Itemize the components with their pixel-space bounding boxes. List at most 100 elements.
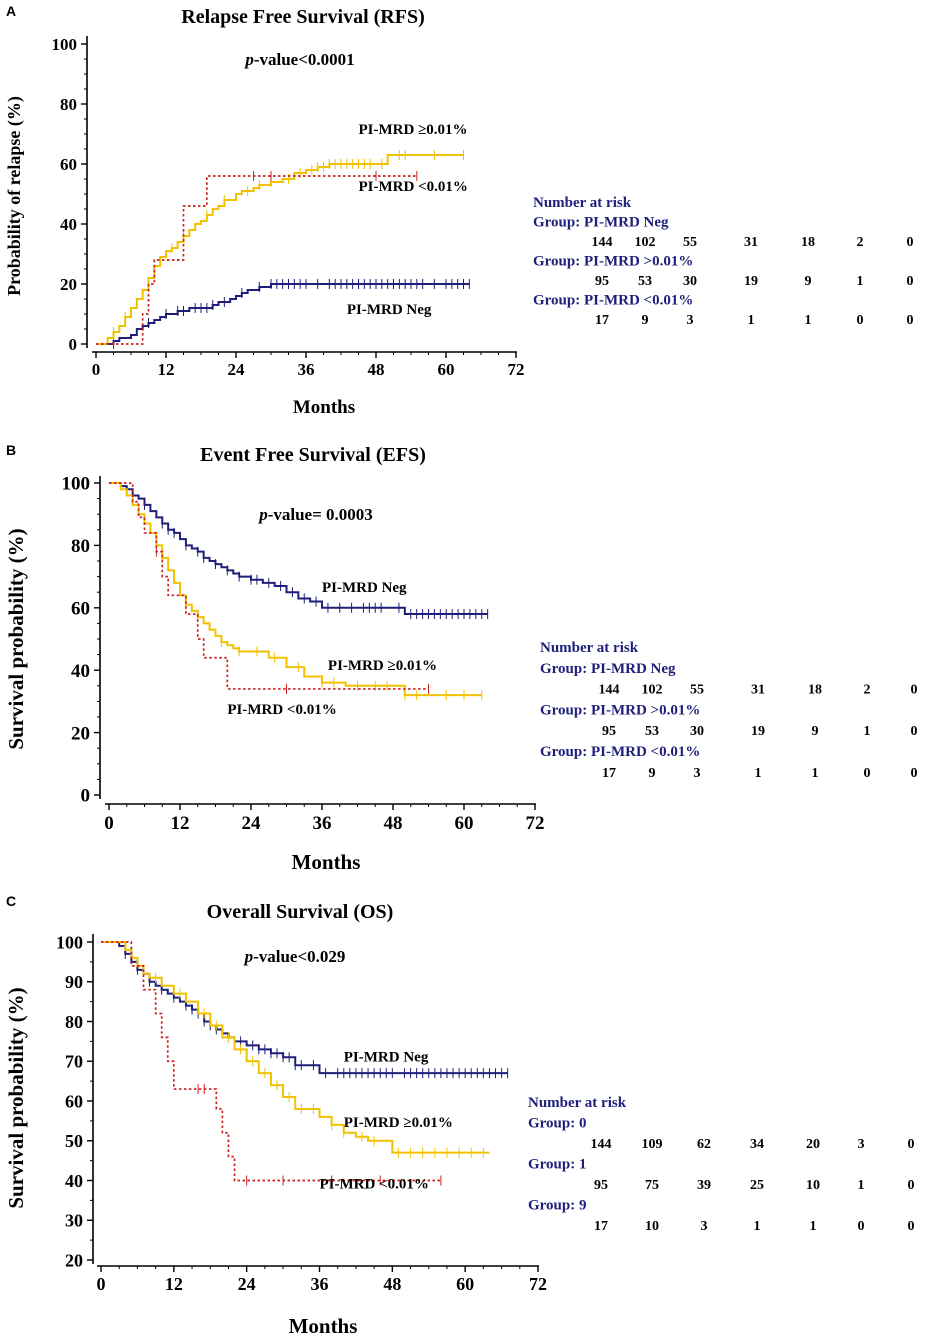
risk-count-c: 10 (806, 1178, 820, 1193)
risk-group-label-c: Group: 0 (528, 1116, 586, 1132)
x-axis-label-b: Months (292, 850, 361, 874)
risk-count-a: 31 (744, 235, 758, 250)
risk-group-label-a: Group: PI-MRD <0.01% (533, 293, 693, 309)
x-tick-label-b: 0 (104, 813, 114, 834)
risk-count-b: 55 (690, 683, 704, 698)
risk-count-c: 0 (908, 1178, 915, 1193)
x-tick-label-a: 0 (92, 360, 101, 379)
risk-count-c: 25 (750, 1178, 764, 1193)
risk-count-b: 0 (864, 766, 871, 781)
risk-group-label-c: Group: 1 (528, 1157, 586, 1173)
risk-count-b: 18 (808, 683, 822, 698)
risk-count-b: 17 (602, 766, 616, 781)
risk-count-a: 53 (638, 274, 652, 289)
curve-lt-b (109, 482, 429, 690)
risk-count-c: 39 (697, 1178, 711, 1193)
risk-count-a: 144 (592, 235, 613, 250)
curve-neg-a (96, 283, 470, 345)
risk-count-a: 1 (805, 313, 812, 328)
risk-count-b: 53 (645, 724, 659, 739)
panel-b: B Event Free Survival (EFS) p-value= 0.0… (4, 442, 918, 874)
x-axis-label-a: Months (293, 397, 355, 418)
risk-count-b: 30 (690, 724, 704, 739)
x-axis-label-c: Months (289, 1314, 358, 1338)
p-value-a-italic: p (243, 50, 254, 69)
y-tick-label-b: 60 (71, 598, 90, 619)
risk-count-a: 95 (595, 274, 609, 289)
x-tick-label-c: 72 (529, 1274, 547, 1294)
y-tick-label-b: 100 (62, 474, 91, 495)
risk-count-c: 3 (858, 1137, 865, 1152)
risk-count-b: 9 (812, 724, 819, 739)
panel-letter-a: A (6, 3, 16, 19)
y-tick-label-c: 50 (65, 1131, 83, 1151)
risk-count-a: 9 (805, 274, 812, 289)
risk-count-b: 0 (911, 683, 918, 698)
p-value-b-text: -value= 0.0003 (268, 505, 373, 524)
curve-label-b: PI-MRD <0.01% (227, 702, 336, 718)
risk-count-b: 3 (694, 766, 701, 781)
risk-count-a: 55 (683, 235, 697, 250)
risk-count-b: 2 (864, 683, 871, 698)
y-axis-label-c: Survival probability (%) (4, 987, 28, 1208)
x-tick-label-c: 0 (97, 1274, 106, 1294)
y-axis-label-b: Survival probability (%) (4, 528, 28, 749)
risk-count-a: 0 (907, 235, 914, 250)
y-tick-label-a: 20 (60, 275, 77, 294)
risk-count-c: 34 (750, 1137, 764, 1152)
risk-count-b: 0 (911, 766, 918, 781)
risk-count-c: 0 (908, 1137, 915, 1152)
risk-count-c: 1 (754, 1219, 761, 1234)
y-tick-label-c: 80 (65, 1012, 83, 1032)
x-tick-label-c: 60 (456, 1274, 474, 1294)
x-tick-label-b: 60 (455, 813, 474, 834)
curve-neg-b (109, 482, 488, 616)
risk-count-b: 9 (649, 766, 656, 781)
p-value-c-italic: p (243, 947, 254, 966)
y-tick-label-b: 80 (71, 536, 90, 557)
risk-group-label-b: Group: PI-MRD Neg (540, 661, 676, 677)
x-tick-label-c: 24 (238, 1274, 256, 1294)
curve-label-c: PI-MRD ≥0.01% (344, 1115, 453, 1131)
curve-ge-a (96, 154, 464, 345)
risk-count-c: 144 (591, 1137, 612, 1152)
risk-count-a: 0 (907, 313, 914, 328)
risk-count-c: 1 (810, 1219, 817, 1234)
x-tick-label-a: 36 (298, 360, 315, 379)
risk-count-c: 10 (645, 1219, 659, 1234)
curve-label-c: PI-MRD Neg (344, 1049, 429, 1065)
chart-title-c: Overall Survival (OS) (207, 901, 394, 923)
panel-letter-b: B (6, 442, 16, 458)
risk-count-c: 1 (858, 1178, 865, 1193)
chart-title-a: Relapse Free Survival (RFS) (181, 6, 425, 28)
risk-group-label-c: Group: 9 (528, 1198, 586, 1214)
panel-c: C Overall Survival (OS) p-value<0.029 Mo… (4, 893, 915, 1338)
x-tick-label-b: 36 (313, 813, 332, 834)
risk-count-b: 102 (642, 683, 663, 698)
curve-label-a: PI-MRD ≥0.01% (359, 122, 468, 138)
risk-count-a: 17 (595, 313, 609, 328)
risk-count-c: 95 (594, 1178, 608, 1193)
x-tick-label-c: 48 (383, 1274, 401, 1294)
p-value-c-text: -value<0.029 (253, 947, 345, 966)
panel-letter-c: C (6, 893, 16, 909)
x-tick-label-b: 72 (526, 813, 545, 834)
curve-lt-c (101, 941, 441, 1182)
risk-count-b: 1 (755, 766, 762, 781)
y-tick-label-c: 30 (65, 1211, 83, 1231)
risk-table-title-b: Number at risk (540, 640, 639, 656)
y-tick-label-b: 0 (81, 786, 91, 807)
risk-count-b: 19 (751, 724, 765, 739)
risk-count-b: 144 (599, 683, 620, 698)
x-tick-label-a: 60 (438, 360, 455, 379)
risk-count-b: 95 (602, 724, 616, 739)
p-value-b: p-value= 0.0003 (257, 505, 373, 524)
y-axis-label-a: Probability of relapse (%) (4, 96, 25, 296)
y-tick-label-c: 20 (65, 1250, 83, 1270)
x-tick-label-b: 24 (242, 813, 262, 834)
curve-label-b: PI-MRD ≥0.01% (328, 658, 437, 674)
y-tick-label-a: 80 (60, 95, 77, 114)
y-tick-label-c: 60 (65, 1091, 83, 1111)
x-tick-label-c: 12 (165, 1274, 183, 1294)
